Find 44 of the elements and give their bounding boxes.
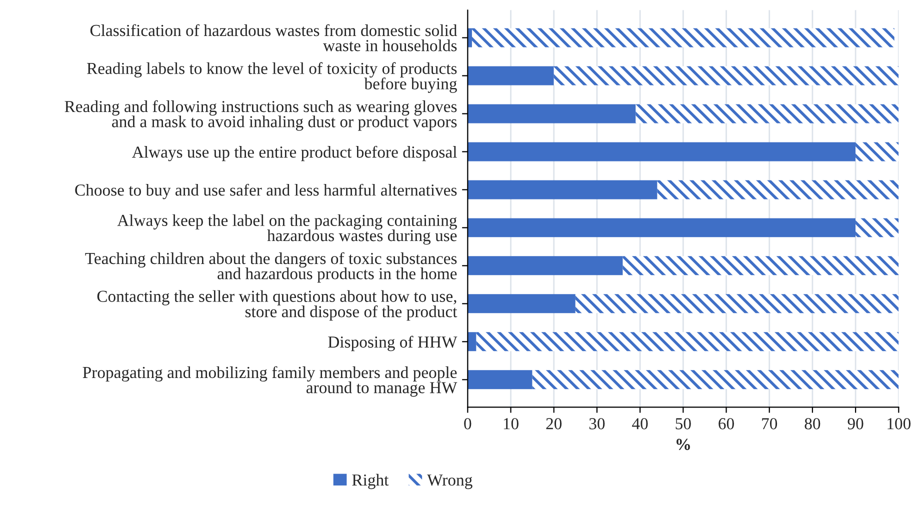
x-tick-label: 90: [848, 418, 864, 430]
y-tick-label: Contacting the seller with questions about how to use, store and dispose of the product: [97, 290, 458, 321]
x-tick-label: 40: [632, 418, 648, 430]
bar: [472, 28, 894, 48]
legend-label: Wrong: [427, 474, 472, 490]
bar: [468, 66, 554, 86]
y-tick-label: Disposing of HHW: [328, 336, 458, 352]
x-axis-title: %: [676, 438, 690, 450]
x-tick-label: 100: [888, 418, 911, 430]
bar: [532, 370, 899, 390]
x-tick-label: 10: [504, 418, 518, 430]
bar: [468, 256, 623, 276]
bar: [468, 180, 658, 200]
y-tick-label: Choose to buy and use safer and less harmful alternatives: [75, 184, 457, 200]
y-tick-label: Propagating and mobilizing family members and people around to manage HW: [82, 366, 458, 397]
bar: [622, 256, 899, 276]
x-tick-label: 70: [762, 418, 778, 430]
bar: [476, 332, 899, 352]
bar: [636, 104, 899, 124]
bar: [468, 332, 476, 352]
bar: [468, 294, 576, 314]
bar: [468, 218, 856, 238]
bar: [657, 180, 899, 200]
y-tick-label: Reading labels to know the level of toxicity of products before buying: [86, 62, 457, 93]
x-tick-label: 0: [464, 418, 472, 430]
x-tick-label: 50: [676, 418, 691, 430]
y-tick-label: Always use up the entire product before disposal: [132, 146, 457, 162]
x-tick-label: 60: [718, 418, 734, 430]
bar: [575, 294, 899, 314]
bar: [554, 66, 899, 86]
y-tick-label: Reading and following instructions such as wearing gloves and a mask to avoid inhaling dust or product vapors: [64, 100, 457, 131]
x-tick-label: 80: [804, 418, 820, 430]
y-tick-label: Teaching children about the dangers of toxic substances and hazardous products in the home: [85, 252, 457, 283]
x-tick-label: 30: [589, 418, 605, 430]
y-tick-label: Classification of hazardous wastes from domestic solid waste in households: [90, 24, 458, 52]
legend-label: Right: [352, 474, 389, 490]
bar: [468, 28, 472, 48]
x-tick-label: 20: [546, 418, 562, 430]
bar: [856, 218, 899, 238]
bar: [468, 104, 636, 124]
bar: [468, 370, 532, 390]
bar: [468, 142, 856, 162]
y-tick-label: Always keep the label on the packaging containing hazardous wastes during use: [117, 214, 457, 245]
bar: [856, 142, 899, 162]
